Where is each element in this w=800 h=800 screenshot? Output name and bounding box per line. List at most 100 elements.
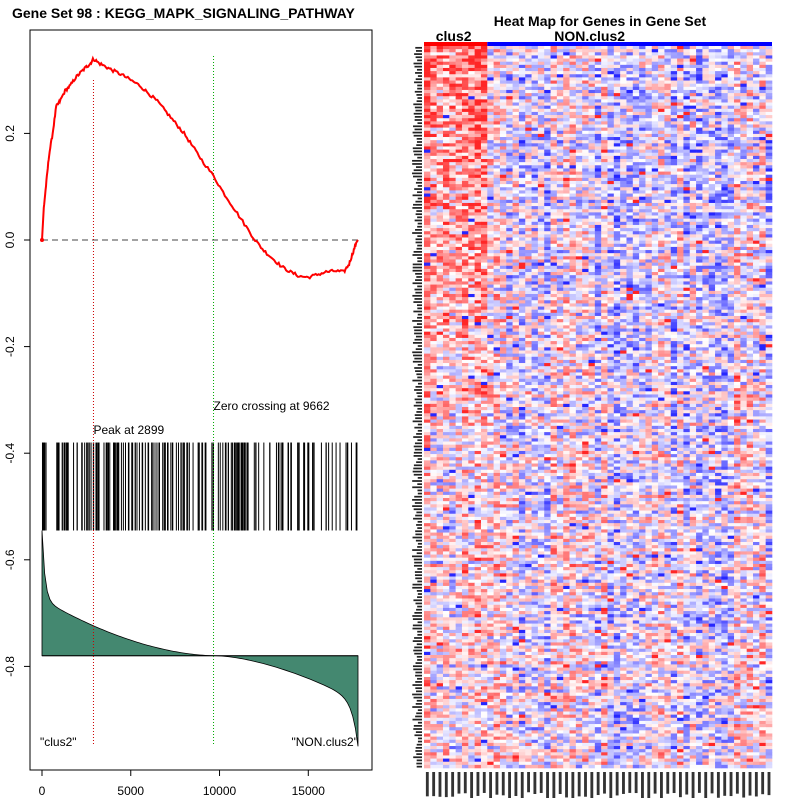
heatmap-cell <box>765 190 773 194</box>
heatmap-cell <box>670 89 678 94</box>
heatmap-cell <box>487 278 494 282</box>
heatmap-cell <box>588 212 596 216</box>
heatmap-cell <box>632 243 640 248</box>
heatmap-cell <box>626 93 634 97</box>
heatmap-cell <box>544 64 551 69</box>
heatmap-cell <box>708 137 716 141</box>
heatmap-cell <box>512 256 520 260</box>
heatmap-cell <box>569 64 577 69</box>
heatmap-cell <box>677 243 684 248</box>
heatmap-cell <box>424 287 431 292</box>
heatmap-cell <box>487 209 494 213</box>
heatmap-cell <box>518 246 526 251</box>
heatmap-cell <box>499 209 507 213</box>
heatmap-cell <box>582 130 589 135</box>
heatmap-cell <box>721 121 729 125</box>
heatmap-cell <box>594 155 602 160</box>
heatmap-cell <box>601 86 608 91</box>
heatmap-cell <box>518 297 526 301</box>
heatmap-cell <box>468 187 475 191</box>
heatmap-cell <box>569 118 577 122</box>
heatmap-cell <box>455 196 463 201</box>
heatmap-cell <box>677 212 684 216</box>
heatmap-cell <box>455 58 463 62</box>
heatmap-cell <box>512 55 520 59</box>
heatmap-cell <box>727 246 735 251</box>
heatmap-cell <box>658 64 665 69</box>
heatmap-cell <box>746 52 754 56</box>
heatmap-cell <box>689 61 697 66</box>
heatmap-cell <box>765 108 773 113</box>
heatmap-cell <box>753 174 760 179</box>
heatmap-cell <box>506 102 513 106</box>
heatmap-cell <box>436 300 444 304</box>
heatmap-cell <box>677 312 684 317</box>
heatmap-cell <box>518 180 526 185</box>
heatmap-cell <box>689 174 697 179</box>
heatmap-cell <box>664 297 672 301</box>
heatmap-cell <box>550 152 558 157</box>
heatmap-cell <box>613 190 621 194</box>
heatmap-cell <box>461 281 469 285</box>
heatmap-cell <box>658 130 665 135</box>
heatmap-cell <box>689 108 697 113</box>
heatmap-cell <box>525 77 532 81</box>
heatmap-cell <box>626 256 634 260</box>
heatmap-cell <box>512 80 520 84</box>
heatmap-cell <box>626 284 634 289</box>
heatmap-cell <box>683 290 691 295</box>
heatmap-cell <box>449 143 456 147</box>
heatmap-cell <box>620 196 627 201</box>
heatmap-cell <box>424 89 431 94</box>
heatmap-cell <box>544 231 551 235</box>
heatmap-cell <box>632 102 640 106</box>
heatmap-cell <box>525 162 532 166</box>
heatmap-cell <box>607 278 615 282</box>
heatmap-cell <box>442 165 450 169</box>
heatmap-cell <box>493 89 501 94</box>
heatmap-cell <box>499 77 507 81</box>
heatmap-cell <box>727 168 735 172</box>
heatmap-cell <box>512 221 520 226</box>
heatmap-cell <box>569 221 577 226</box>
heatmap-cell <box>664 180 672 185</box>
heatmap-cell <box>613 231 621 235</box>
heatmap-cell <box>468 171 475 176</box>
heatmap-cell <box>601 246 608 251</box>
heatmap-cell <box>607 149 615 154</box>
heatmap-cell <box>620 89 627 94</box>
heatmap-cell <box>765 275 773 279</box>
heatmap-cell <box>424 86 431 91</box>
heatmap-cell <box>651 165 659 169</box>
heatmap-cell <box>601 272 608 276</box>
heatmap-cell <box>664 67 672 72</box>
heatmap-cell <box>740 130 747 135</box>
heatmap-cell <box>455 159 463 163</box>
heatmap-cell <box>474 155 482 160</box>
heatmap-cell <box>563 180 570 185</box>
heatmap-cell <box>702 171 710 176</box>
heatmap-cell <box>449 281 456 285</box>
heatmap-cell <box>632 52 640 56</box>
heatmap-cell <box>759 240 766 245</box>
heatmap-cell <box>487 115 494 119</box>
heatmap-cell <box>493 171 501 176</box>
heatmap-cell <box>753 52 760 56</box>
heatmap-cell <box>474 61 482 66</box>
heatmap-cell <box>582 146 589 150</box>
heatmap-cell <box>525 287 532 292</box>
heatmap-cell <box>677 77 684 81</box>
heatmap-cell <box>537 177 545 182</box>
heatmap-cell <box>449 115 456 119</box>
heatmap-cell <box>506 312 513 317</box>
heatmap-cell <box>442 253 450 257</box>
heatmap-cell <box>670 265 678 270</box>
heatmap-cell <box>455 93 463 97</box>
heatmap-cell <box>506 171 513 176</box>
heatmap-cell <box>613 115 621 119</box>
heatmap-cell <box>588 215 596 219</box>
heatmap-cell <box>537 202 545 207</box>
heatmap-cell <box>461 46 469 50</box>
heatmap-cell <box>651 171 659 176</box>
heatmap-cell <box>575 177 583 182</box>
